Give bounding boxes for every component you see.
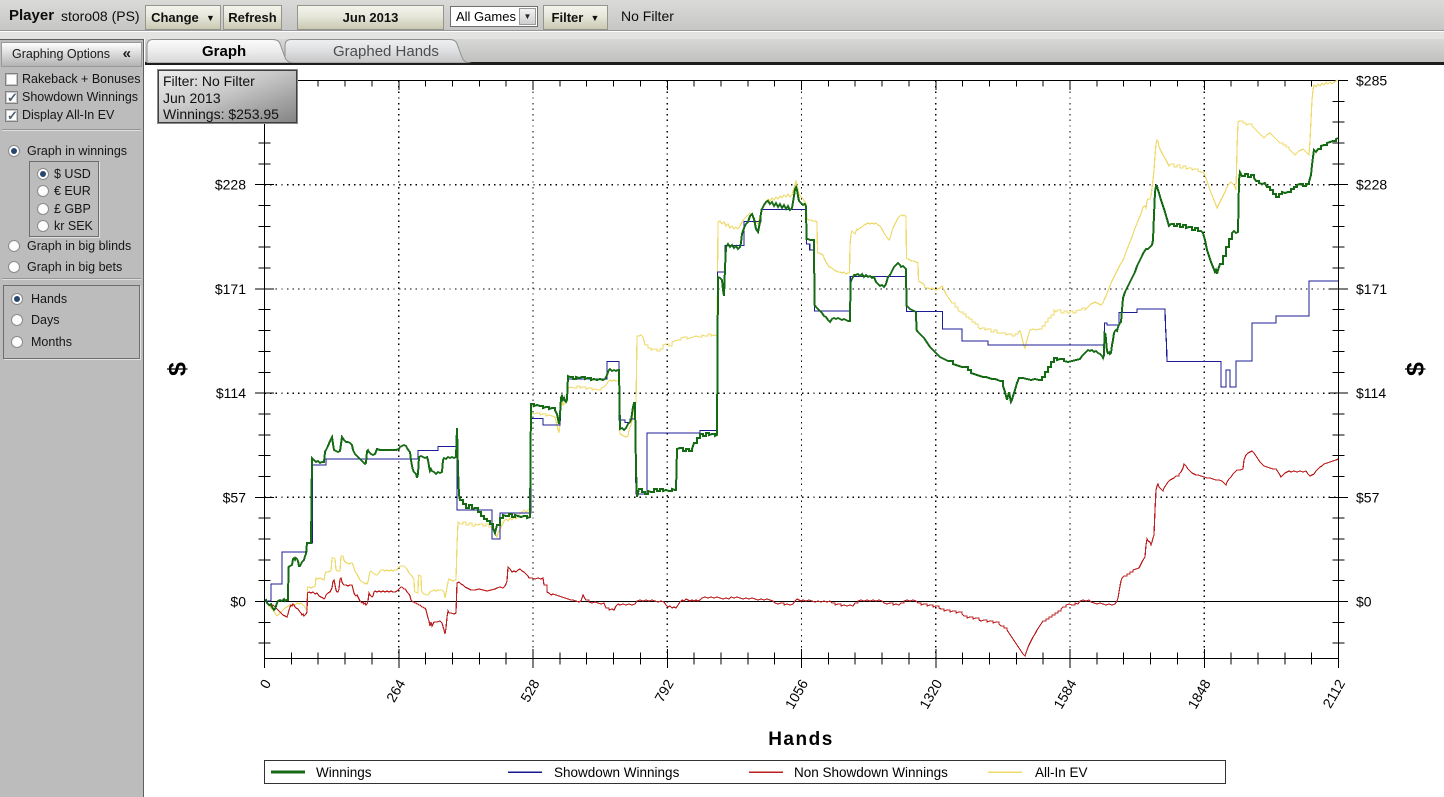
- svg-text:$228: $228: [1356, 177, 1387, 193]
- svg-text:$114: $114: [216, 385, 246, 401]
- svg-text:Graph: Graph: [202, 43, 246, 60]
- svg-text:$57: $57: [223, 489, 247, 505]
- svg-text:Non Showdown Winnings: Non Showdown Winnings: [794, 765, 948, 780]
- svg-text:$171: $171: [1356, 281, 1387, 297]
- svg-text:All-In EV: All-In EV: [1035, 765, 1088, 780]
- svg-text:Winnings: Winnings: [316, 765, 372, 780]
- svg-text:Showdown Winnings: Showdown Winnings: [554, 765, 680, 780]
- svg-text:264: 264: [383, 676, 409, 704]
- svg-text:$: $: [164, 362, 192, 376]
- svg-text:Graphed Hands: Graphed Hands: [333, 43, 439, 60]
- svg-text:$114: $114: [1356, 385, 1386, 401]
- svg-text:$0: $0: [1356, 594, 1372, 610]
- svg-text:$285: $285: [1356, 73, 1387, 89]
- svg-text:$171: $171: [215, 281, 246, 297]
- svg-text:1584: 1584: [1050, 676, 1080, 711]
- svg-text:528: 528: [517, 676, 543, 704]
- svg-text:792: 792: [651, 676, 677, 704]
- svg-text:$0: $0: [230, 594, 246, 610]
- svg-text:$57: $57: [1356, 489, 1380, 505]
- svg-text:$228: $228: [215, 177, 246, 193]
- svg-text:1848: 1848: [1184, 676, 1214, 711]
- svg-text:$: $: [1402, 362, 1430, 376]
- svg-text:2112: 2112: [1319, 676, 1348, 710]
- svg-text:1320: 1320: [916, 676, 946, 711]
- svg-text:Hands: Hands: [768, 729, 834, 750]
- svg-text:1056: 1056: [782, 676, 812, 711]
- svg-text:0: 0: [256, 676, 274, 691]
